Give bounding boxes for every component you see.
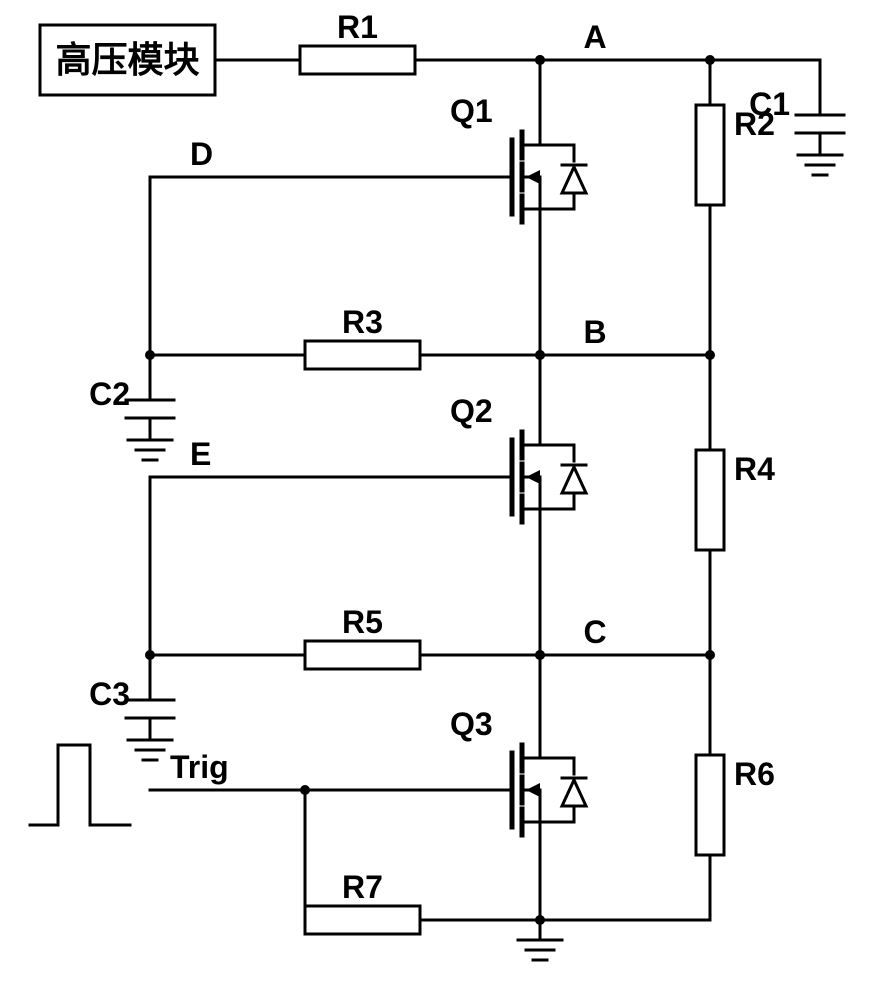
hv-module-label: 高压模块	[55, 39, 199, 80]
label-A: A	[583, 19, 606, 55]
label-R3: R3	[342, 304, 383, 340]
label-C: C	[583, 614, 606, 650]
label-R6: R6	[734, 756, 775, 792]
label-Q3: Q3	[450, 706, 493, 742]
label-Trig: Trig	[170, 749, 229, 785]
label-R5: R5	[342, 604, 383, 640]
label-R7: R7	[342, 869, 383, 905]
label-R2: R2	[734, 106, 775, 142]
label-R4: R4	[734, 451, 775, 487]
label-B: B	[583, 314, 606, 350]
label-Q1: Q1	[450, 93, 493, 129]
label-Q2: Q2	[450, 393, 493, 429]
label-R1: R1	[337, 9, 378, 45]
label-D: D	[190, 136, 213, 172]
label-C2: C2	[89, 376, 130, 412]
label-E: E	[190, 436, 211, 472]
label-C3: C3	[89, 676, 130, 712]
